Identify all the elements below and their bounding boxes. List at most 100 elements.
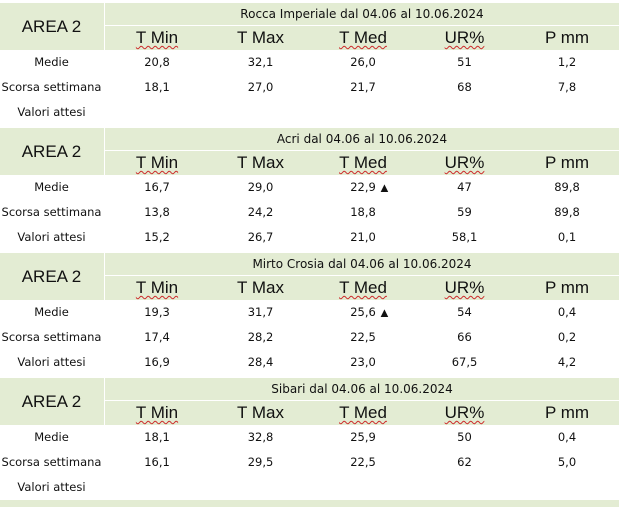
value-p-mm: 0,4 [557, 305, 577, 319]
row-label: Scorsa settimana [1, 330, 102, 344]
header-divider [104, 378, 105, 425]
col-header-ur: UR% [444, 153, 485, 172]
value-t-med: 21,7 [350, 80, 376, 94]
value-p-mm: 0,1 [557, 230, 577, 244]
row-label: Valori attesi [17, 480, 86, 494]
row-label: Valori attesi [17, 355, 86, 369]
value-t-min: 17,4 [144, 330, 170, 344]
table-row-medie: Medie 19,3 31,7 25,6 ▲ 54 0,4 [0, 300, 619, 325]
col-header-t-min: T Min [135, 278, 179, 297]
col-header-t-min: T Min [135, 403, 179, 422]
title-divider [105, 25, 619, 26]
value-t-med: 26,0 [350, 55, 376, 69]
value-ur: 50 [457, 430, 472, 444]
row-label: Valori attesi [17, 105, 86, 119]
value-p-mm: 0,2 [557, 330, 577, 344]
area-label: AREA 2 [21, 141, 82, 161]
value-ur: 54 [457, 305, 472, 319]
value-t-max: 32,1 [247, 55, 274, 69]
value-t-med: 18,8 [350, 205, 376, 219]
value-ur: 67,5 [451, 355, 478, 369]
value-t-med: 25,9 [350, 430, 376, 444]
col-header-t-max: T Max [237, 153, 284, 172]
area-label: AREA 2 [21, 391, 82, 411]
value-t-min: 13,8 [144, 205, 170, 219]
col-header-ur: UR% [444, 278, 485, 297]
col-header-p-mm: P mm [544, 403, 590, 422]
col-header-t-max: T Max [237, 28, 284, 47]
col-header-t-med: T Med [339, 28, 387, 47]
col-header-p-mm: P mm [544, 28, 590, 47]
value-ur: 59 [457, 205, 472, 219]
value-p-mm: 1,2 [557, 55, 577, 69]
table-row-scorsa-settimana: Scorsa settimana 16,1 29,5 22,5 62 5,0 [0, 450, 619, 475]
value-t-min: 18,1 [144, 80, 170, 94]
station-title: Sibari dal 04.06 al 10.06.2024 [271, 382, 453, 396]
value-t-min: 16,9 [144, 355, 170, 369]
station-header: AREA 2 Rocca Imperiale dal 04.06 al 10.0… [0, 3, 619, 50]
table-row-valori-attesi: Valori attesi [0, 100, 619, 125]
trend-up-icon: ▲ [378, 305, 391, 320]
value-ur: 47 [457, 180, 472, 194]
value-t-min: 20,8 [144, 55, 170, 69]
value-t-max: 29,5 [247, 455, 274, 469]
value-p-mm: 89,8 [554, 180, 580, 194]
value-t-max: 29,0 [247, 180, 274, 194]
col-header-t-med: T Med [339, 153, 387, 172]
table-row-scorsa-settimana: Scorsa settimana 13,8 24,2 18,8 59 89,8 [0, 200, 619, 225]
value-ur: 62 [457, 455, 472, 469]
col-header-t-min: T Min [135, 153, 179, 172]
table-row-medie: Medie 16,7 29,0 22,9 ▲ 47 89,8 [0, 175, 619, 200]
value-t-med: 23,0 [350, 355, 376, 369]
value-t-min: 19,3 [144, 305, 170, 319]
title-divider [105, 275, 619, 276]
col-header-t-med: T Med [339, 403, 387, 422]
table-row-medie: Medie 18,1 32,8 25,9 50 0,4 [0, 425, 619, 450]
value-t-max: 32,8 [247, 430, 274, 444]
col-header-t-max: T Max [237, 278, 284, 297]
value-p-mm: 7,8 [557, 80, 577, 94]
row-label: Scorsa settimana [1, 205, 102, 219]
value-t-min: 18,1 [144, 430, 170, 444]
table-row-medie: Medie 20,8 32,1 26,0 51 1,2 [0, 50, 619, 75]
row-label: Scorsa settimana [1, 455, 102, 469]
value-t-max: 28,4 [247, 355, 274, 369]
row-label: Scorsa settimana [1, 80, 102, 94]
table-row-valori-attesi: Valori attesi 16,9 28,4 23,0 67,5 4,2 [0, 350, 619, 375]
value-t-min: 16,7 [144, 180, 170, 194]
value-p-mm: 5,0 [557, 455, 577, 469]
station-title: Rocca Imperiale dal 04.06 al 10.06.2024 [240, 7, 484, 21]
next-block-header-strip [0, 500, 619, 507]
row-label: Medie [34, 430, 69, 444]
header-divider [104, 128, 105, 175]
title-divider [105, 150, 619, 151]
value-t-min: 16,1 [144, 455, 170, 469]
col-header-p-mm: P mm [544, 153, 590, 172]
value-ur: 51 [457, 55, 472, 69]
row-label: Medie [34, 305, 69, 319]
value-t-max: 28,2 [247, 330, 274, 344]
col-header-t-med: T Med [339, 278, 387, 297]
row-label: Medie [34, 180, 69, 194]
value-t-max: 24,2 [247, 205, 274, 219]
station-header: AREA 2 Acri dal 04.06 al 10.06.2024 T Mi… [0, 128, 619, 175]
header-divider [104, 253, 105, 300]
header-divider [104, 3, 105, 50]
station-title: Mirto Crosia dal 04.06 al 10.06.2024 [252, 257, 472, 271]
table-row-scorsa-settimana: Scorsa settimana 17,4 28,2 22,5 66 0,2 [0, 325, 619, 350]
station-header: AREA 2 Mirto Crosia dal 04.06 al 10.06.2… [0, 253, 619, 300]
value-p-mm: 0,4 [557, 430, 577, 444]
value-t-med: 25,6 [350, 305, 376, 319]
value-t-max: 27,0 [247, 80, 274, 94]
col-header-t-min: T Min [135, 28, 179, 47]
value-ur: 68 [457, 80, 472, 94]
station-title: Acri dal 04.06 al 10.06.2024 [276, 132, 448, 146]
value-t-med: 21,0 [350, 230, 376, 244]
value-p-mm: 89,8 [554, 205, 580, 219]
table-row-scorsa-settimana: Scorsa settimana 18,1 27,0 21,7 68 7,8 [0, 75, 619, 100]
value-t-med: 22,5 [350, 455, 376, 469]
col-header-ur: UR% [444, 403, 485, 422]
col-header-ur: UR% [444, 28, 485, 47]
row-label: Valori attesi [17, 230, 86, 244]
value-ur: 66 [457, 330, 472, 344]
